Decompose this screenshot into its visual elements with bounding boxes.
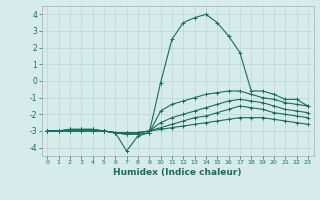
X-axis label: Humidex (Indice chaleur): Humidex (Indice chaleur) (113, 168, 242, 177)
